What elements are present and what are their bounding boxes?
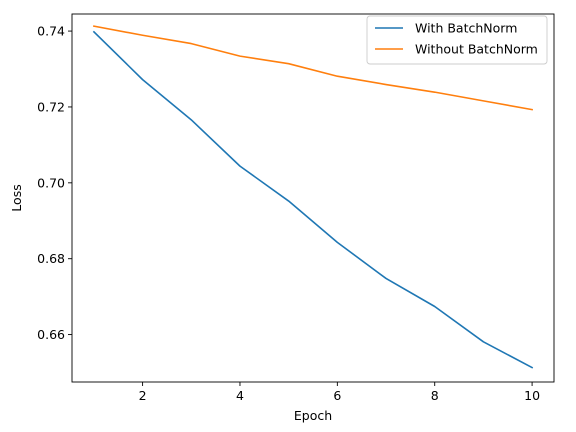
axes: 2 4 6 8 10 0.66 0.68 0.70 0.72 0.74 bbox=[37, 13, 555, 403]
y-tick-label: 0.74 bbox=[37, 24, 65, 39]
y-tick-label: 0.68 bbox=[37, 251, 65, 266]
y-tick-label: 0.66 bbox=[37, 327, 65, 342]
y-tick-label: 0.70 bbox=[37, 175, 65, 190]
series-line-2 bbox=[92, 25, 534, 111]
x-tick-label: 2 bbox=[139, 388, 147, 403]
legend-label-1: With BatchNorm bbox=[415, 21, 517, 36]
x-axis-label: Epoch bbox=[294, 408, 332, 423]
series-line-1 bbox=[92, 30, 534, 369]
x-tick-label: 6 bbox=[333, 388, 341, 403]
legend-box bbox=[366, 15, 548, 65]
x-tick-label: 10 bbox=[524, 388, 540, 403]
legend: With BatchNorm Without BatchNorm bbox=[366, 15, 548, 65]
x-tick-label: 8 bbox=[431, 388, 439, 403]
axes-frame bbox=[71, 13, 555, 383]
legend-label-2: Without BatchNorm bbox=[415, 42, 538, 57]
y-tick-label: 0.72 bbox=[37, 99, 65, 114]
series-lines bbox=[92, 25, 534, 369]
y-axis-label: Loss bbox=[9, 184, 24, 211]
x-tick-label: 4 bbox=[236, 388, 244, 403]
